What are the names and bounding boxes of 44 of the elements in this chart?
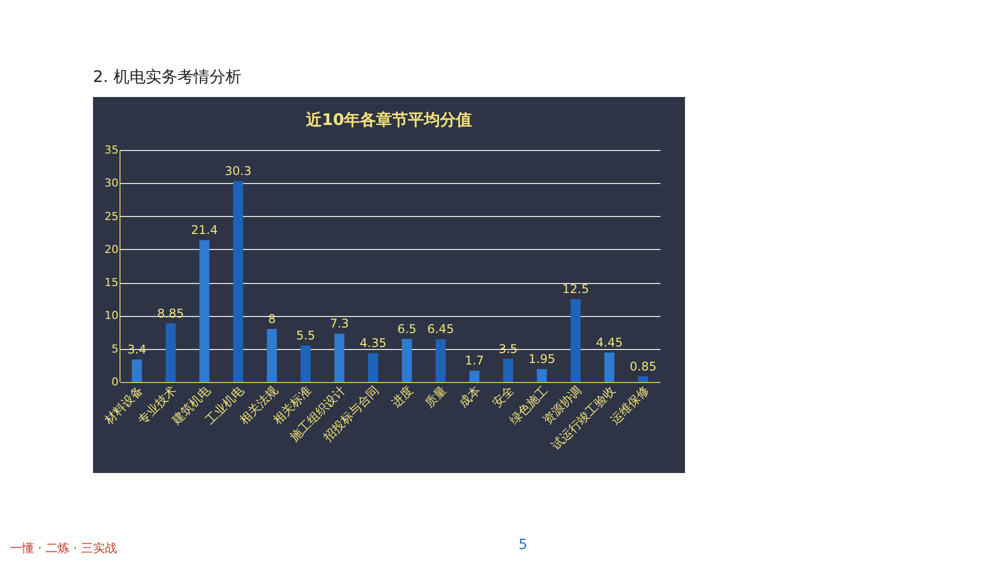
data-label: 1.7 xyxy=(464,354,484,368)
bar xyxy=(469,370,480,382)
data-label: 6.5 xyxy=(397,322,416,336)
data-label: 7.3 xyxy=(330,316,349,331)
bar xyxy=(436,339,446,382)
text: 5 xyxy=(518,537,528,553)
bar xyxy=(334,334,344,382)
chart-title: 近10年各章节平均分值 xyxy=(304,110,472,129)
y-tick-label: 0 xyxy=(112,376,118,388)
data-label: 1.95 xyxy=(528,352,556,366)
y-tick-label: 20 xyxy=(104,242,118,256)
text: 一懂 · 二炼 · 三实战 xyxy=(10,541,117,555)
y-tick-label: 30 xyxy=(104,176,118,190)
y-tick-label: 35 xyxy=(104,144,118,156)
bar xyxy=(132,359,142,382)
text: 2. 机电实务考情分析 xyxy=(93,67,242,86)
x-tick-label: 质量 xyxy=(422,383,450,410)
y-tick-label: 15 xyxy=(104,276,118,290)
bar xyxy=(199,240,210,382)
data-label: 12.5 xyxy=(562,282,589,296)
y-tick-label: 25 xyxy=(104,210,118,223)
bar xyxy=(570,299,581,382)
bar xyxy=(402,338,412,382)
data-label: 6.45 xyxy=(427,322,454,336)
x-tick-label: 安全 xyxy=(490,383,517,410)
bar xyxy=(166,323,176,382)
bar xyxy=(536,369,547,382)
bar xyxy=(233,181,244,382)
x-tick-label: 成本 xyxy=(456,383,483,410)
y-tick-label: 5 xyxy=(112,342,118,356)
data-label: 4.45 xyxy=(596,336,623,350)
bar xyxy=(604,352,614,382)
data-label: 5.5 xyxy=(296,328,316,343)
y-tick-label: 10 xyxy=(104,309,118,322)
bar xyxy=(503,358,514,382)
x-tick-label: 进度 xyxy=(388,383,416,410)
bar xyxy=(368,353,378,382)
bar xyxy=(638,376,648,382)
bar xyxy=(300,346,311,382)
bar xyxy=(266,328,277,382)
data-label: 0.85 xyxy=(630,359,656,374)
data-label: 21.4 xyxy=(191,223,218,238)
data-label: 30.3 xyxy=(224,164,252,178)
data-label: 4.35 xyxy=(360,336,386,350)
